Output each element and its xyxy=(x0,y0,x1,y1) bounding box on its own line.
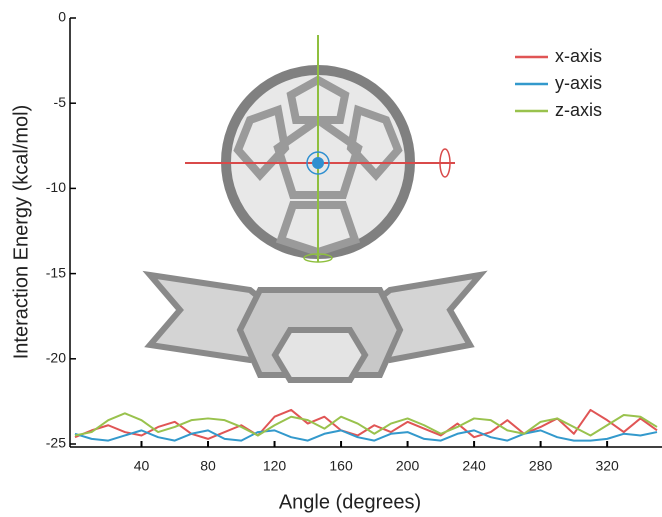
y-tick-label: -25 xyxy=(46,435,66,451)
legend-label: z-axis xyxy=(555,100,602,120)
legend-label: y-axis xyxy=(555,73,602,93)
y-tick-label: 0 xyxy=(58,9,66,25)
molecule-illustration xyxy=(150,35,480,380)
x-tick-label: 160 xyxy=(329,458,353,474)
x-tick-label: 80 xyxy=(200,458,216,474)
y-tick-label: -15 xyxy=(46,264,66,280)
x-tick-label: 280 xyxy=(529,458,553,474)
legend-label: x-axis xyxy=(555,46,602,66)
x-tick-label: 320 xyxy=(595,458,619,474)
x-tick-label: 120 xyxy=(263,458,287,474)
y-tick-label: -5 xyxy=(54,94,67,110)
y-axis-label: Interaction Energy (kcal/mol) xyxy=(10,105,32,360)
x-tick-label: 200 xyxy=(396,458,420,474)
series-line xyxy=(75,413,657,435)
x-axis-label: Angle (degrees) xyxy=(279,491,421,513)
x-tick-label: 240 xyxy=(462,458,486,474)
x-tick-label: 40 xyxy=(134,458,150,474)
chart: Interaction Energy (kcal/mol) Angle (deg… xyxy=(0,0,662,517)
y-tick-label: -20 xyxy=(46,350,66,366)
series-line xyxy=(75,430,657,440)
y-tick-label: -10 xyxy=(46,179,66,195)
